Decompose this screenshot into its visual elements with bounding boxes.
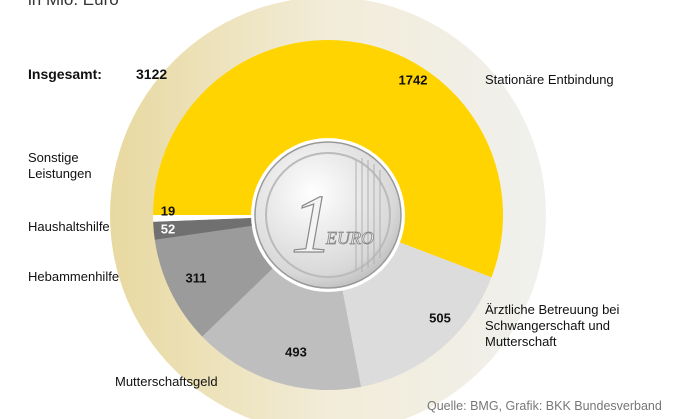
category-label: Sonstige Leistungen xyxy=(28,150,92,181)
value-label: 19 xyxy=(160,203,176,219)
category-label: Ärztliche Betreuung bei Schwangerschaft … xyxy=(485,302,620,349)
total-label: Insgesamt: xyxy=(28,66,102,82)
category-label: Hebammenhilfe xyxy=(28,269,120,284)
value-label: 493 xyxy=(285,344,307,360)
coin-inner-ring xyxy=(265,152,391,278)
category-label: Haushaltshilfe xyxy=(28,219,110,234)
value-label: 311 xyxy=(185,270,207,286)
coin-text: EURO xyxy=(325,228,374,248)
subtitle: in Mio. Euro xyxy=(28,0,119,8)
category-label: Mutterschaftsgeld xyxy=(115,374,218,389)
value-label: 1742 xyxy=(398,72,428,88)
category-label: Stationäre Entbindung xyxy=(485,72,614,87)
total: 3122 xyxy=(136,66,168,82)
coin xyxy=(254,141,402,289)
coin-lines xyxy=(355,158,381,272)
value-label: 52 xyxy=(160,221,176,237)
coin-numeral: 1 xyxy=(291,178,333,271)
source: Quelle: BMG, Grafik: BKK Bundesverband xyxy=(427,399,662,413)
value-label: 505 xyxy=(429,310,451,326)
